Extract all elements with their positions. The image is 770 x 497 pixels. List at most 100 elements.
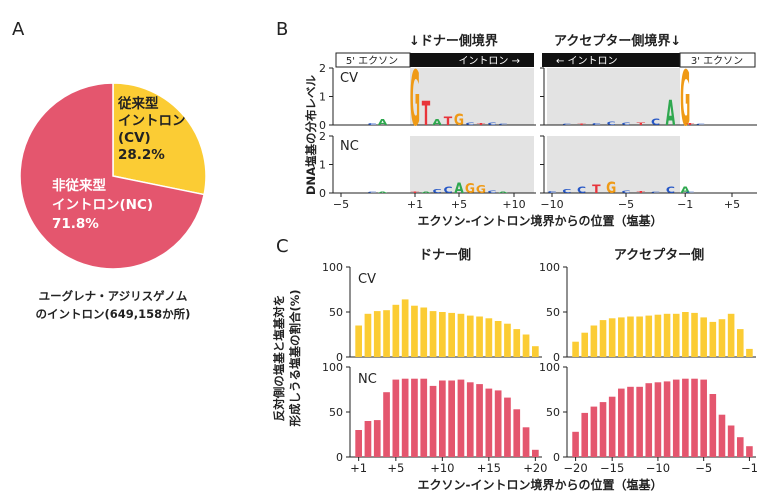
- logo-letter: A: [421, 191, 431, 193]
- logo-letter: C: [592, 123, 601, 126]
- bar-y-tick-label: 100: [539, 361, 560, 374]
- bar: [392, 304, 400, 357]
- bar-y-tick-label: 0: [553, 351, 560, 364]
- logo-letter: G: [680, 54, 690, 143]
- bar: [504, 323, 511, 357]
- bar-row-label: NC: [358, 372, 377, 387]
- bar: [448, 380, 455, 457]
- donor-title: ドナー側: [419, 247, 471, 263]
- bar: [736, 437, 744, 457]
- logo-letter: G: [465, 182, 475, 198]
- logo-x-tick-label: +5: [724, 198, 740, 211]
- bar: [608, 318, 616, 357]
- bar: [654, 314, 662, 357]
- logo-letter: C: [487, 123, 497, 126]
- bar: [627, 386, 634, 457]
- logo-letter: T: [411, 191, 419, 193]
- bar: [709, 321, 717, 357]
- logo-letter: C: [621, 190, 630, 195]
- bar: [429, 311, 437, 357]
- logo-letter: C: [432, 188, 441, 194]
- logo-x-tick-label: +5: [451, 198, 467, 211]
- bar: [727, 425, 735, 457]
- bar: [383, 310, 390, 357]
- pie-label-nc: イントロン(NC): [52, 197, 153, 213]
- logo-letter: A: [498, 191, 508, 193]
- intron-label-acceptor: ← イントロン: [556, 56, 618, 67]
- bar: [485, 318, 493, 357]
- logo-x-tick-label: −5: [618, 198, 634, 211]
- bar: [599, 402, 607, 457]
- intron-bar-acceptor: [542, 53, 680, 67]
- panel-label-a: A: [12, 19, 25, 40]
- logo-letter: C: [368, 123, 377, 126]
- logo-letter: C: [621, 122, 630, 127]
- logo-letter: C: [685, 191, 694, 193]
- bar: [636, 386, 643, 457]
- logo-y-tick-label: 1: [319, 159, 326, 172]
- panel-label-c: C: [276, 236, 289, 257]
- panel-label-b: B: [276, 19, 288, 40]
- logo-letter: T: [686, 123, 696, 126]
- logo-row-label: CV: [340, 71, 358, 86]
- bar: [364, 421, 372, 457]
- bar: [355, 325, 362, 357]
- logo-letter: C: [666, 185, 675, 195]
- bar: [709, 394, 717, 457]
- logo-x-tick-label: +10: [502, 198, 525, 211]
- bar: [420, 378, 428, 457]
- logo-letter: C: [651, 191, 660, 193]
- logo-row-label: NC: [340, 139, 359, 154]
- intron-shade-donor: [410, 68, 534, 125]
- bar: [485, 388, 493, 457]
- bar: [746, 446, 753, 457]
- intron-shade-acceptor: [547, 68, 680, 125]
- logo-letter: A: [666, 94, 676, 134]
- bar-x-tick-label: −10: [646, 461, 670, 475]
- bar: [476, 384, 483, 457]
- bar: [682, 378, 689, 457]
- bar-y-tick-label: 0: [336, 351, 343, 364]
- logo-letter: C: [562, 124, 571, 126]
- logo-letter: T: [577, 123, 585, 125]
- bar: [532, 449, 539, 457]
- bar: [636, 316, 643, 357]
- bar: [373, 420, 381, 457]
- bar: [466, 315, 474, 357]
- bar: [392, 379, 400, 457]
- bar-y-tick-label: 100: [539, 261, 560, 274]
- pie-label-nc: 71.8%: [52, 216, 99, 232]
- bar-y-tick-label: 50: [546, 406, 560, 419]
- intron-bar-donor: [410, 53, 534, 67]
- bar: [618, 388, 625, 457]
- logo-x-tick-label: −1: [677, 198, 693, 211]
- exon5-label: 5' エクソン: [346, 55, 398, 67]
- bar-x-tick-label: +20: [523, 461, 547, 475]
- bar-y-tick-label: 100: [322, 261, 343, 274]
- bar-ylabel-2: 形成しうる塩基の割合(%): [288, 289, 302, 426]
- pie-label-cv: 従来型: [117, 95, 159, 112]
- bar: [700, 317, 707, 357]
- bar: [672, 313, 680, 357]
- bar: [411, 378, 418, 457]
- logo-letter: C: [465, 123, 475, 126]
- logo-letter: G: [476, 183, 486, 196]
- logo-letter: T: [637, 191, 647, 194]
- logo-letter: A: [432, 118, 442, 127]
- logo-letter: A: [454, 181, 464, 197]
- bar-y-tick-label: 50: [329, 406, 343, 419]
- bar-x-tick-label: −20: [563, 461, 587, 475]
- bar: [494, 321, 502, 357]
- bar: [672, 379, 680, 457]
- logo-y-tick-label: 1: [319, 91, 326, 104]
- bar: [513, 329, 521, 357]
- bar: [420, 307, 428, 357]
- logo-letter: C: [443, 185, 452, 195]
- bar: [522, 427, 530, 457]
- bar-x-tick-label: +15: [477, 461, 501, 475]
- bar: [572, 431, 579, 457]
- bar: [682, 312, 689, 357]
- bar-ylabel-1: 反対側の塩基と塩基対を: [272, 295, 286, 422]
- logo-letter: G: [454, 111, 464, 129]
